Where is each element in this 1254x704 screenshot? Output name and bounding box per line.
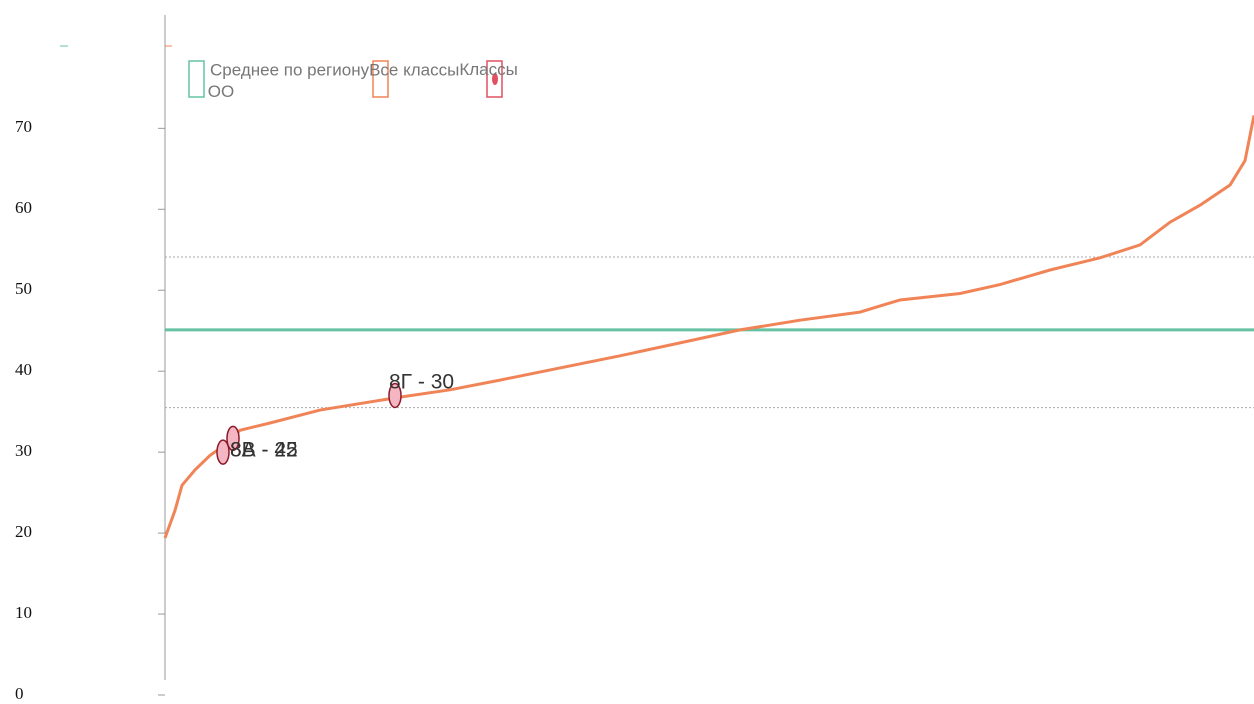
class-point (216, 439, 230, 465)
legend-marker (492, 73, 498, 85)
class-point (388, 382, 402, 409)
y-tick-label: 0 (15, 684, 24, 703)
y-tick-label: 60 (15, 198, 32, 217)
y-tick-label: 50 (15, 279, 32, 298)
y-tick-label: 70 (15, 117, 32, 136)
point-label: 8А - 22 (230, 439, 298, 462)
line (163, 115, 1254, 539)
legend-label: Среднее по региону (210, 60, 370, 79)
point-label: 8Г - 30 (389, 371, 454, 394)
legend-swatch (486, 60, 503, 98)
y-tick-label: 30 (15, 441, 32, 460)
legend-swatch (372, 60, 389, 98)
y-tick-label: 10 (15, 603, 32, 622)
point-label: 8В - 45 (230, 439, 298, 462)
y-tick-label: 20 (15, 522, 32, 541)
legend-label: Классы ОО (203, 60, 518, 101)
y-tick-label: 40 (15, 360, 32, 379)
legend-swatch (188, 60, 205, 98)
legend-label: Все классы (369, 60, 459, 79)
class-point (226, 425, 240, 452)
